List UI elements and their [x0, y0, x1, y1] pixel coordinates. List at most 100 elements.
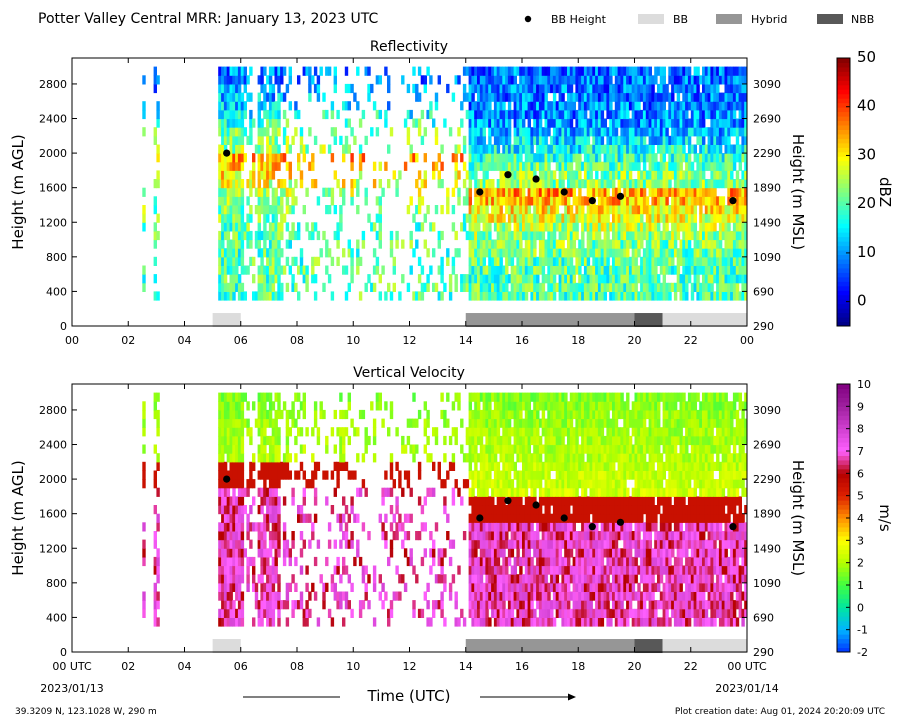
- heatmap-cell: [350, 265, 354, 275]
- heatmap-cell: [471, 565, 475, 575]
- heatmap-cell: [226, 522, 231, 532]
- heatmap-cell: [285, 239, 290, 249]
- heatmap-cell: [243, 153, 247, 163]
- heatmap-cell: [502, 135, 506, 145]
- heatmap-cell: [614, 83, 619, 94]
- heatmap-cell: [555, 265, 560, 275]
- heatmap-cell: [266, 282, 270, 292]
- heatmap-cell: [240, 496, 245, 506]
- heatmap-cell: [485, 461, 489, 471]
- heatmap-cell: [432, 556, 436, 567]
- heatmap-cell: [676, 153, 681, 163]
- heatmap-cell: [437, 470, 441, 480]
- heatmap-cell: [384, 118, 388, 128]
- heatmap-cell: [471, 230, 475, 241]
- heatmap-cell: [229, 505, 233, 515]
- heatmap-cell: [724, 83, 728, 94]
- heatmap-cell: [226, 135, 231, 145]
- heatmap-cell: [685, 153, 689, 163]
- heatmap-cell: [493, 401, 498, 411]
- heatmap-cell: [364, 591, 368, 601]
- heatmap-cell: [493, 66, 498, 76]
- heatmap-cell: [471, 213, 475, 223]
- heatmap-cell: [569, 109, 574, 120]
- heatmap-cell: [533, 83, 537, 94]
- heatmap-cell: [547, 230, 551, 241]
- heatmap-cell: [592, 274, 596, 284]
- heatmap-cell: [592, 83, 596, 94]
- heatmap-cell: [533, 187, 537, 197]
- heatmap-cell: [510, 83, 515, 94]
- heatmap-cell: [229, 470, 233, 480]
- heatmap-cell: [668, 291, 672, 301]
- heatmap-cell: [254, 187, 259, 197]
- heatmap-cell: [415, 531, 419, 541]
- heatmap-cell: [417, 127, 422, 137]
- heatmap-cell: [474, 418, 478, 428]
- heatmap-cell: [347, 248, 351, 258]
- heatmap-cell: [522, 92, 526, 102]
- heatmap-cell: [727, 179, 731, 189]
- heatmap-cell: [395, 591, 399, 601]
- heatmap-cell: [479, 531, 484, 541]
- heatmap-cell: [569, 282, 574, 292]
- heatmap-cell: [510, 239, 515, 249]
- heatmap-cell: [586, 170, 591, 180]
- heatmap-cell: [685, 196, 689, 206]
- heatmap-cell: [505, 608, 509, 618]
- heatmap-cell: [623, 213, 627, 223]
- heatmap-cell: [696, 109, 700, 120]
- heatmap-cell: [153, 274, 157, 284]
- heatmap-cell: [527, 239, 531, 249]
- heatmap-cell: [451, 92, 456, 102]
- heatmap-cell: [564, 205, 568, 215]
- heatmap-cell: [358, 556, 363, 567]
- heatmap-cell: [657, 109, 661, 120]
- heatmap-cell: [513, 127, 517, 137]
- heatmap-cell: [547, 101, 551, 111]
- heatmap-cell: [550, 222, 554, 232]
- heatmap-cell: [704, 161, 709, 171]
- heatmap-cell: [637, 230, 641, 241]
- heatmap-cell: [232, 427, 236, 437]
- heatmap-cell: [232, 144, 236, 154]
- heatmap-cell: [330, 582, 335, 592]
- heatmap-cell: [488, 496, 492, 506]
- heatmap-cell: [642, 291, 647, 301]
- heatmap-cell: [637, 109, 641, 120]
- heatmap-cell: [673, 127, 678, 137]
- heatmap-cell: [589, 274, 593, 284]
- heatmap-cell: [415, 179, 419, 189]
- heatmap-cell: [612, 248, 616, 258]
- heatmap-cell: [401, 539, 405, 549]
- heatmap-cell: [617, 291, 621, 301]
- heatmap-cell: [302, 144, 306, 154]
- heatmap-cell: [555, 144, 560, 154]
- heatmap-cell: [266, 196, 270, 206]
- heatmap-cell: [496, 291, 501, 301]
- heatmap-cell: [507, 256, 512, 266]
- heatmap-cell: [603, 265, 607, 275]
- heatmap-cell: [226, 127, 231, 137]
- heatmap-cell: [243, 109, 247, 120]
- heatmap-cell: [687, 222, 692, 232]
- heatmap-cell: [561, 170, 565, 180]
- heatmap-cell: [505, 83, 509, 94]
- heatmap-cell: [718, 265, 723, 275]
- heatmap-cell: [372, 453, 377, 463]
- heatmap-cell: [642, 161, 647, 171]
- heatmap-cell: [699, 205, 703, 215]
- heatmap-cell: [637, 118, 641, 128]
- heatmap-cell: [257, 144, 261, 154]
- heatmap-cell: [297, 161, 301, 171]
- heatmap-cell: [221, 256, 225, 266]
- heatmap-cell: [499, 505, 503, 515]
- heatmap-cell: [569, 144, 574, 154]
- heatmap-cell: [299, 248, 304, 258]
- heatmap-cell: [671, 248, 675, 258]
- heatmap-cell: [682, 239, 686, 249]
- heatmap-cell: [724, 109, 728, 120]
- heatmap-cell: [536, 222, 540, 232]
- heatmap-cell: [738, 222, 742, 232]
- heatmap-cell: [268, 153, 273, 163]
